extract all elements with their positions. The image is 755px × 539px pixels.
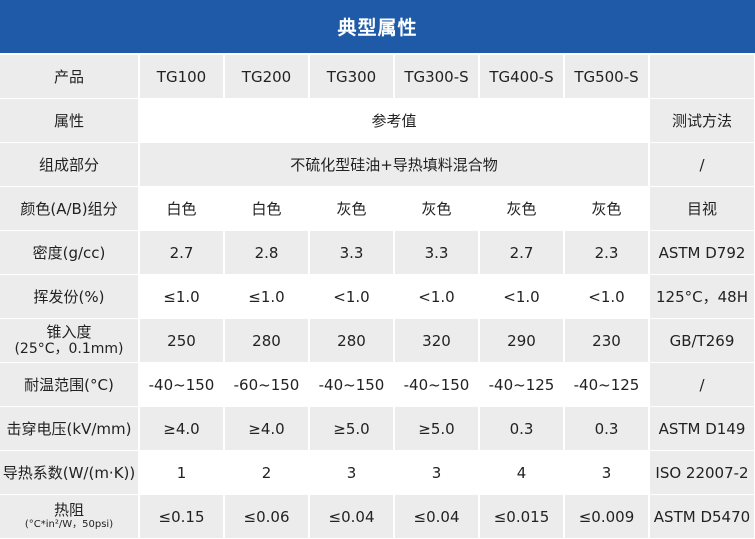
- cell-value: 3: [309, 450, 395, 495]
- header-row: 产品 TG100 TG200 TG300 TG300-S TG400-S TG5…: [0, 55, 755, 99]
- header-method: [649, 55, 755, 99]
- table-row: 热阻 (°C*in²/W，50psi) ≤0.15 ≤0.06 ≤0.04 ≤0.04 ≤0…: [0, 494, 755, 539]
- table-row: 挥发份(%) ≤1.0 ≤1.0 <1.0 <1.0 <1.0 <1.0 125°C，48H: [0, 274, 755, 319]
- property-label: 属性: [0, 98, 140, 143]
- cell-value: 0.3: [564, 406, 650, 451]
- row-label: 耐温范围(°C): [0, 362, 140, 407]
- header-label: 产品: [0, 55, 140, 99]
- cell-value: -40~150: [139, 362, 225, 407]
- cell-value: ≥5.0: [394, 406, 480, 451]
- cell-value: 白色: [139, 186, 225, 231]
- cell-value: <1.0: [479, 274, 565, 319]
- cell-value: ≥5.0: [309, 406, 395, 451]
- cell-value: -40~125: [479, 362, 565, 407]
- cell-value: 2.3: [564, 230, 650, 275]
- table-row: 耐温范围(°C) -40~150 -60~150 -40~150 -40~150 -40~…: [0, 362, 755, 407]
- composition-value: 不硫化型硅油+导热填料混合物: [139, 142, 650, 187]
- row-label: 组成部分: [0, 142, 140, 187]
- table-row: 导热系数(W/(m·K)) 1 2 3 3 4 3 ISO 22007-2: [0, 450, 755, 495]
- reference-value-heading: 参考值: [139, 98, 650, 143]
- row-label: 热阻 (°C*in²/W，50psi): [0, 494, 140, 539]
- cell-value: 2.7: [139, 230, 225, 275]
- cell-value: 灰色: [479, 186, 565, 231]
- cell-value: 1: [139, 450, 225, 495]
- cell-value: ≥4.0: [224, 406, 310, 451]
- product-name: TG300-S: [394, 55, 480, 99]
- row-label: 导热系数(W/(m·K)): [0, 450, 140, 495]
- cell-value: ≤0.015: [479, 494, 565, 539]
- cell-value: <1.0: [394, 274, 480, 319]
- product-name: TG100: [139, 55, 225, 99]
- cell-value: 4: [479, 450, 565, 495]
- cell-value: 白色: [224, 186, 310, 231]
- cell-value: 3.3: [394, 230, 480, 275]
- cell-value: 3.3: [309, 230, 395, 275]
- cell-value: -40~150: [309, 362, 395, 407]
- row-label-sub: (°C*in²/W，50psi): [24, 519, 114, 531]
- table-row: 击穿电压(kV/mm) ≥4.0 ≥4.0 ≥5.0 ≥5.0 0.3 0.3 ASTM D1…: [0, 406, 755, 451]
- cell-value: 230: [564, 318, 650, 363]
- product-name: TG500-S: [564, 55, 650, 99]
- cell-value: 2.7: [479, 230, 565, 275]
- cell-value: 2.8: [224, 230, 310, 275]
- test-method: ISO 22007-2: [649, 450, 755, 495]
- table-row: 锥入度 (25°C，0.1mm) 250 280 280 320 290 230 GB/T269: [0, 318, 755, 363]
- test-method-heading: 测试方法: [649, 98, 755, 143]
- title-bar: 典型属性: [0, 0, 755, 53]
- cell-value: 250: [139, 318, 225, 363]
- test-method: /: [649, 362, 755, 407]
- cell-value: 灰色: [564, 186, 650, 231]
- cell-value: ≤0.009: [564, 494, 650, 539]
- cell-value: ≤0.06: [224, 494, 310, 539]
- test-method: /: [649, 142, 755, 187]
- cell-value: 灰色: [309, 186, 395, 231]
- cell-value: 280: [224, 318, 310, 363]
- row-label: 密度(g/cc): [0, 230, 140, 275]
- table-row: 颜色(A/B)组分 白色 白色 灰色 灰色 灰色 灰色 目视: [0, 186, 755, 231]
- row-label: 挥发份(%): [0, 274, 140, 319]
- row-label: 锥入度 (25°C，0.1mm): [0, 318, 140, 363]
- cell-value: ≤0.04: [394, 494, 480, 539]
- cell-value: <1.0: [564, 274, 650, 319]
- test-method: GB/T269: [649, 318, 755, 363]
- test-method: ASTM D149: [649, 406, 755, 451]
- cell-value: 280: [309, 318, 395, 363]
- property-header-row: 属性 参考值 测试方法: [0, 98, 755, 143]
- cell-value: ≥4.0: [139, 406, 225, 451]
- page-title: 典型属性: [337, 17, 418, 39]
- composition-row: 组成部分 不硫化型硅油+导热填料混合物 /: [0, 142, 755, 187]
- cell-value: -60~150: [224, 362, 310, 407]
- product-name: TG400-S: [479, 55, 565, 99]
- cell-value: -40~150: [394, 362, 480, 407]
- cell-value: -40~125: [564, 362, 650, 407]
- cell-value: 灰色: [394, 186, 480, 231]
- cell-value: 0.3: [479, 406, 565, 451]
- cell-value: 3: [564, 450, 650, 495]
- row-label-sub: (25°C，0.1mm): [14, 341, 124, 358]
- cell-value: ≤0.04: [309, 494, 395, 539]
- product-name: TG200: [224, 55, 310, 99]
- properties-table: 产品 TG100 TG200 TG300 TG300-S TG400-S TG5…: [0, 55, 755, 539]
- row-label-main: 热阻: [53, 501, 84, 520]
- test-method: ASTM D5470: [649, 494, 755, 539]
- cell-value: 2: [224, 450, 310, 495]
- cell-value: 320: [394, 318, 480, 363]
- test-method: 目视: [649, 186, 755, 231]
- row-label-main: 锥入度: [46, 322, 92, 341]
- row-label: 击穿电压(kV/mm): [0, 406, 140, 451]
- cell-value: ≤0.15: [139, 494, 225, 539]
- test-method: 125°C，48H: [649, 274, 755, 319]
- cell-value: 3: [394, 450, 480, 495]
- cell-value: 290: [479, 318, 565, 363]
- table-row: 密度(g/cc) 2.7 2.8 3.3 3.3 2.7 2.3 ASTM D792: [0, 230, 755, 275]
- cell-value: <1.0: [309, 274, 395, 319]
- row-label: 颜色(A/B)组分: [0, 186, 140, 231]
- cell-value: ≤1.0: [224, 274, 310, 319]
- product-name: TG300: [309, 55, 395, 99]
- test-method: ASTM D792: [649, 230, 755, 275]
- cell-value: ≤1.0: [139, 274, 225, 319]
